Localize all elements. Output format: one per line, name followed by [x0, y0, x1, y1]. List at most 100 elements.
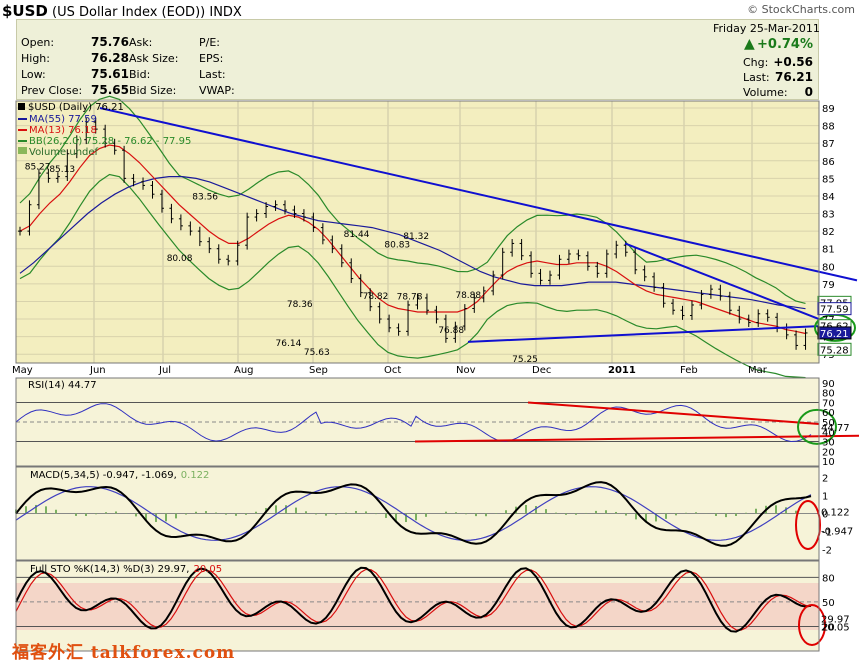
- prev-close-label: Prev Close:: [21, 84, 83, 97]
- trendline-mid: [624, 242, 820, 320]
- x-tick-label: Dec: [532, 365, 551, 376]
- low-label: Low:: [21, 68, 46, 81]
- brand-logo[interactable]: © StockCharts.com: [747, 3, 855, 16]
- sto-highlight-circle: [798, 604, 826, 646]
- price-annotation: 78.82: [363, 292, 389, 302]
- open-value: 75.76: [91, 35, 129, 49]
- price-legend: $USD (Daily) 76.21: [28, 102, 124, 113]
- x-tick-label: May: [12, 365, 33, 376]
- price-tick-label: 83: [822, 210, 835, 221]
- x-tick-label: Oct: [384, 365, 401, 376]
- price-annotation: 78.88: [455, 291, 481, 301]
- sto-border: [15, 560, 820, 652]
- ma13-legend: MA(13) 76.18: [29, 125, 97, 136]
- sto-tick-label: 80: [822, 573, 835, 584]
- price-annotation: 81.32: [403, 232, 429, 242]
- volume-legend-swatch: [18, 147, 27, 154]
- right-value-box: [817, 302, 852, 316]
- high-value: 76.28: [91, 51, 129, 65]
- macd-hist-last: 0.122: [821, 507, 850, 518]
- right-value-label: 76.21: [820, 329, 849, 340]
- sto-k-last: 29.97: [821, 614, 850, 625]
- watermark: 福客外汇 talkforex.com: [12, 643, 236, 663]
- price-annotation: 80.08: [167, 254, 193, 264]
- right-value-box: [817, 342, 852, 356]
- symbol: $USD: [2, 2, 48, 20]
- symbol-name: (US Dollar Index (EOD)): [52, 5, 206, 20]
- price-annotation: 78.78: [397, 293, 423, 303]
- rsi-support-line: [414, 434, 859, 443]
- macd-tick-label: -1: [822, 527, 832, 538]
- macd-tick-label: 0: [822, 510, 828, 521]
- x-tick-label: Sep: [309, 365, 328, 376]
- chg-label: Chg:: [743, 56, 769, 69]
- x-tick-label: Mar: [748, 365, 768, 376]
- rsi-tick-label: 30: [822, 438, 835, 449]
- ma13-line: [19, 144, 806, 335]
- axis-labels: MayJunJulAugSepOctNovDec2011FebMar757677…: [12, 104, 853, 633]
- macd-last: -0.947: [821, 526, 853, 537]
- price-tick-label: 89: [822, 104, 835, 115]
- price-tick-label: 87: [822, 139, 835, 150]
- rsi-highlight-circle: [797, 408, 837, 445]
- price-annotation: 78.36: [287, 300, 313, 310]
- chart-title: $USD (US Dollar Index (EOD)) INDX: [2, 2, 242, 20]
- bid-label: Bid:: [129, 68, 151, 81]
- price-annotation: 83.56: [192, 193, 218, 203]
- macd-tick-label: -2: [822, 545, 832, 556]
- x-tick-label: Jul: [158, 365, 171, 376]
- macd-tick-label: 1: [822, 492, 828, 503]
- bb-upper-line: [19, 95, 806, 304]
- last-price-label: Last:: [743, 71, 770, 84]
- ask-label: Ask:: [129, 36, 153, 49]
- high-label: High:: [21, 52, 50, 65]
- price-annotation: 80.83: [384, 241, 410, 251]
- sto-d-last: 20.05: [821, 622, 850, 633]
- prev-close-value: 75.65: [91, 83, 129, 97]
- rsi-resistance-line: [527, 401, 820, 425]
- rsi-tick-label: 50: [822, 418, 835, 429]
- rsi-tick-label: 70: [822, 398, 835, 409]
- price-tick-label: 88: [822, 122, 835, 133]
- rsi-tick-label: 20: [822, 447, 835, 458]
- volume-legend: Volume undef: [29, 147, 99, 158]
- rsi-tick-label: 40: [822, 428, 835, 439]
- trendline-support: [467, 325, 820, 343]
- x-tick-label: Feb: [680, 365, 698, 376]
- last-label: Last:: [199, 68, 226, 81]
- trendline-upper: [99, 107, 858, 282]
- price-annotation: 75.25: [512, 355, 538, 365]
- bb-lower-line: [19, 173, 806, 379]
- x-tick-label: Jun: [89, 365, 106, 376]
- macd-signal-line: [15, 486, 812, 541]
- sto-k-line: [15, 566, 812, 633]
- right-value-label: 75.28: [820, 345, 849, 356]
- macd-line: [15, 481, 812, 547]
- indicator-plots: [15, 401, 859, 646]
- sto-tick-label: 50: [822, 598, 835, 609]
- price-border: [15, 100, 820, 364]
- open-label: Open:: [21, 36, 55, 49]
- price-tick-label: 84: [822, 192, 835, 203]
- x-tick-label: Aug: [234, 365, 254, 376]
- up-arrow-icon: ▲: [744, 36, 755, 52]
- price-annotation: 76.88: [438, 326, 464, 336]
- exchange: INDX: [209, 5, 242, 20]
- price-annotation: 75.63: [304, 348, 330, 358]
- pe-label: P/E:: [199, 36, 220, 49]
- macd-border: [15, 466, 820, 561]
- right-value-box: [817, 326, 852, 340]
- rsi-last-value: 44.77: [821, 423, 850, 434]
- ask-size-label: Ask Size:: [129, 52, 179, 65]
- volume-label: Volume:: [743, 86, 788, 99]
- change-percent: +0.74%: [757, 37, 813, 52]
- low-value: 75.61: [91, 67, 129, 81]
- chg-value: +0.56: [773, 55, 813, 69]
- bid-size-label: Bid Size:: [129, 84, 177, 97]
- sto-tick-label: 20: [822, 622, 835, 633]
- price-legend-icon: [18, 103, 25, 110]
- bb-legend: BB(26,2.0) 75.28 - 76.62 - 77.95: [29, 136, 191, 147]
- quote-date: Friday 25-Mar-2011: [713, 22, 820, 35]
- vwap-label: VWAP:: [199, 84, 235, 97]
